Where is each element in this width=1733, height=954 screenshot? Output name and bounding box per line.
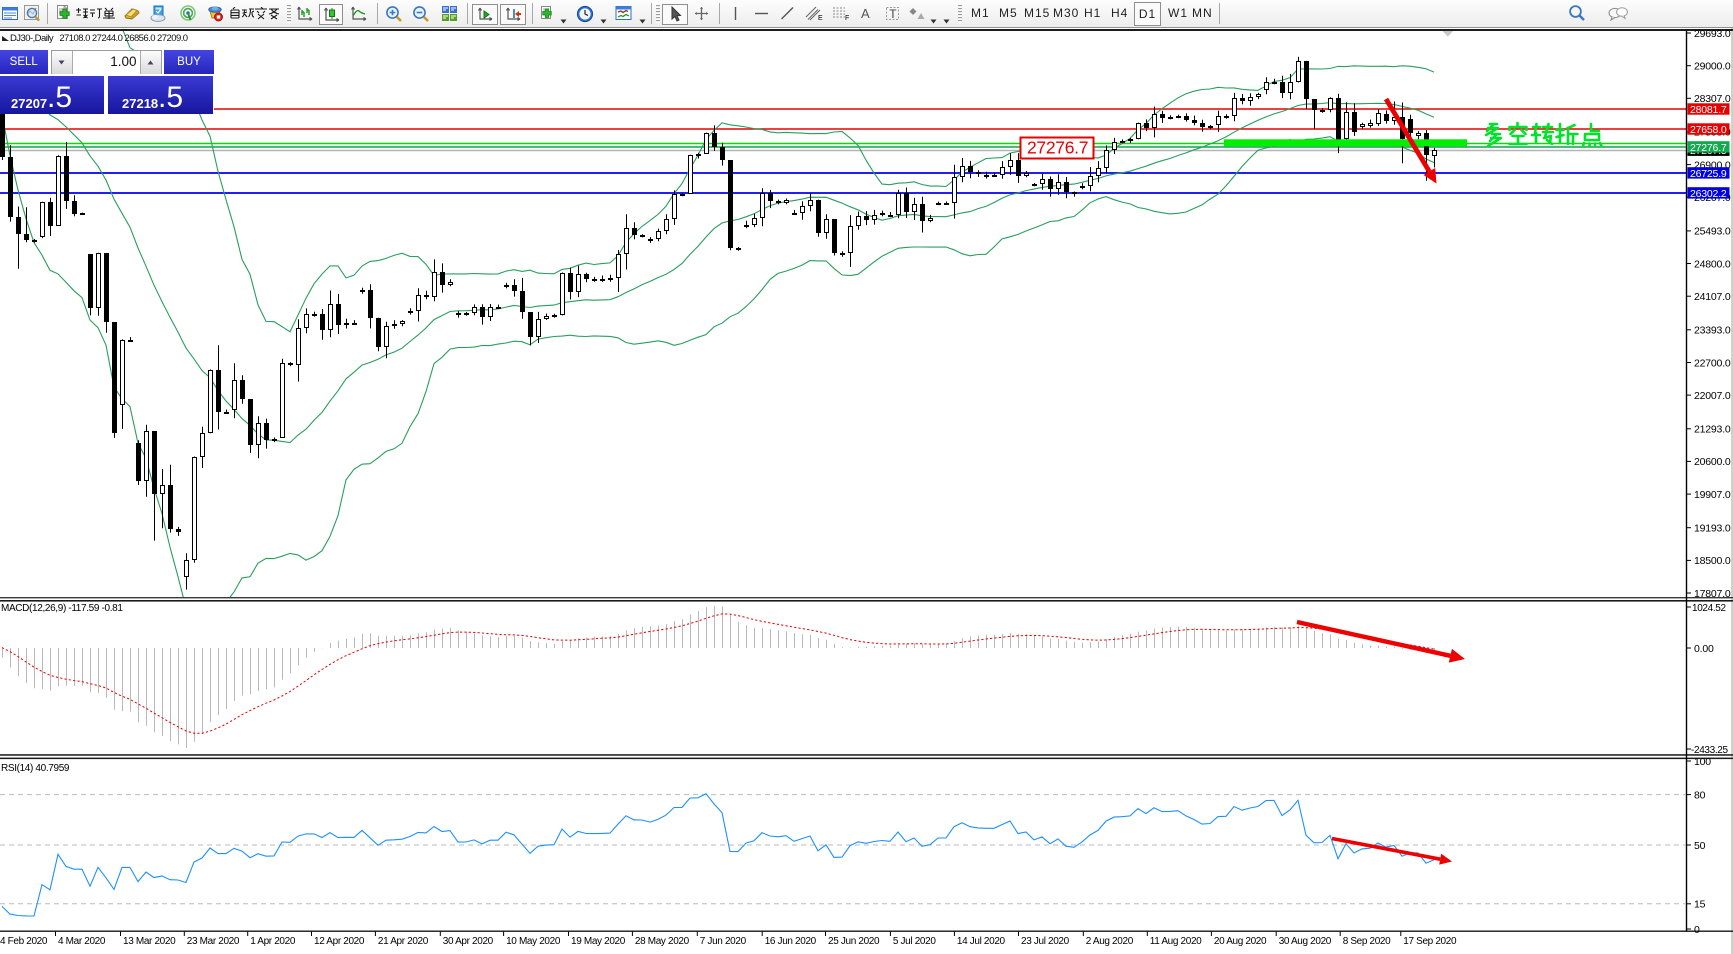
svg-text:17 Sep 2020: 17 Sep 2020: [1403, 936, 1457, 947]
svg-text:23 Mar 2020: 23 Mar 2020: [187, 936, 240, 947]
svg-text:30 Aug 2020: 30 Aug 2020: [1279, 936, 1332, 947]
svg-text:21293.0: 21293.0: [1694, 424, 1731, 436]
svg-text:29000.0: 29000.0: [1694, 61, 1731, 73]
svg-text:4 Mar 2020: 4 Mar 2020: [58, 936, 106, 947]
svg-text:8 Sep 2020: 8 Sep 2020: [1343, 936, 1391, 947]
svg-text:7 Jun 2020: 7 Jun 2020: [700, 936, 747, 947]
svg-text:23 Jul 2020: 23 Jul 2020: [1021, 936, 1070, 947]
svg-text:F: F: [845, 15, 849, 22]
svg-text:1 Apr 2020: 1 Apr 2020: [250, 936, 296, 947]
svg-text:13 Mar 2020: 13 Mar 2020: [123, 936, 176, 947]
svg-text:A: A: [861, 6, 870, 21]
svg-text:27276.7: 27276.7: [1027, 138, 1088, 158]
svg-text:1024.52: 1024.52: [1692, 603, 1726, 614]
svg-text:RSI(14) 40.7959: RSI(14) 40.7959: [1, 763, 70, 774]
svg-text:28307.0: 28307.0: [1694, 93, 1731, 105]
svg-text:MACD(12,26,9) -117.59 -0.81: MACD(12,26,9) -117.59 -0.81: [1, 603, 123, 614]
svg-text:12 Apr 2020: 12 Apr 2020: [314, 936, 365, 947]
svg-text:25 Jun 2020: 25 Jun 2020: [828, 936, 880, 947]
svg-text:5 Jul 2020: 5 Jul 2020: [893, 936, 936, 947]
svg-text:25493.0: 25493.0: [1694, 226, 1731, 238]
svg-text:0.00: 0.00: [1694, 643, 1714, 655]
svg-text:15: 15: [1694, 899, 1706, 911]
svg-text:19907.0: 19907.0: [1694, 489, 1731, 501]
svg-text:16 Jun 2020: 16 Jun 2020: [765, 936, 817, 947]
svg-text:14 Jul 2020: 14 Jul 2020: [957, 936, 1006, 947]
svg-text:29693.0: 29693.0: [1694, 28, 1731, 40]
svg-text:26725.9: 26725.9: [1690, 168, 1727, 180]
svg-text:11 Aug 2020: 11 Aug 2020: [1150, 936, 1202, 947]
svg-text:23393.0: 23393.0: [1694, 325, 1731, 337]
svg-text:2 Aug 2020: 2 Aug 2020: [1086, 936, 1134, 947]
svg-text:22700.0: 22700.0: [1694, 357, 1731, 369]
svg-text:27658.0: 27658.0: [1690, 124, 1727, 136]
svg-text:E: E: [818, 15, 823, 22]
svg-text:28081.7: 28081.7: [1690, 104, 1727, 116]
svg-text:80: 80: [1694, 789, 1706, 801]
svg-text:18500.0: 18500.0: [1694, 555, 1731, 567]
svg-text:-2433.25: -2433.25: [1691, 745, 1728, 756]
svg-text:20 Aug 2020: 20 Aug 2020: [1214, 936, 1267, 947]
svg-text:21 Apr 2020: 21 Apr 2020: [378, 936, 429, 947]
svg-text:100: 100: [1694, 756, 1711, 768]
svg-text:T: T: [889, 7, 897, 21]
svg-text:19193.0: 19193.0: [1694, 523, 1731, 535]
svg-text:50: 50: [1694, 840, 1706, 852]
svg-text:17807.0: 17807.0: [1694, 588, 1731, 600]
svg-text:20600.0: 20600.0: [1694, 456, 1731, 468]
svg-text:22007.0: 22007.0: [1694, 390, 1731, 402]
svg-text:0: 0: [1694, 924, 1700, 936]
svg-text:24800.0: 24800.0: [1694, 258, 1731, 270]
svg-text:24107.0: 24107.0: [1694, 291, 1731, 303]
svg-text:28 May 2020: 28 May 2020: [635, 936, 690, 947]
svg-text:30 Apr 2020: 30 Apr 2020: [443, 936, 494, 947]
svg-text:26302.2: 26302.2: [1690, 188, 1727, 200]
svg-text:27276.7: 27276.7: [1690, 142, 1727, 154]
svg-text:10 May 2020: 10 May 2020: [506, 936, 561, 947]
svg-text:19 May 2020: 19 May 2020: [571, 936, 626, 947]
svg-text:4 Feb 2020: 4 Feb 2020: [0, 936, 48, 947]
